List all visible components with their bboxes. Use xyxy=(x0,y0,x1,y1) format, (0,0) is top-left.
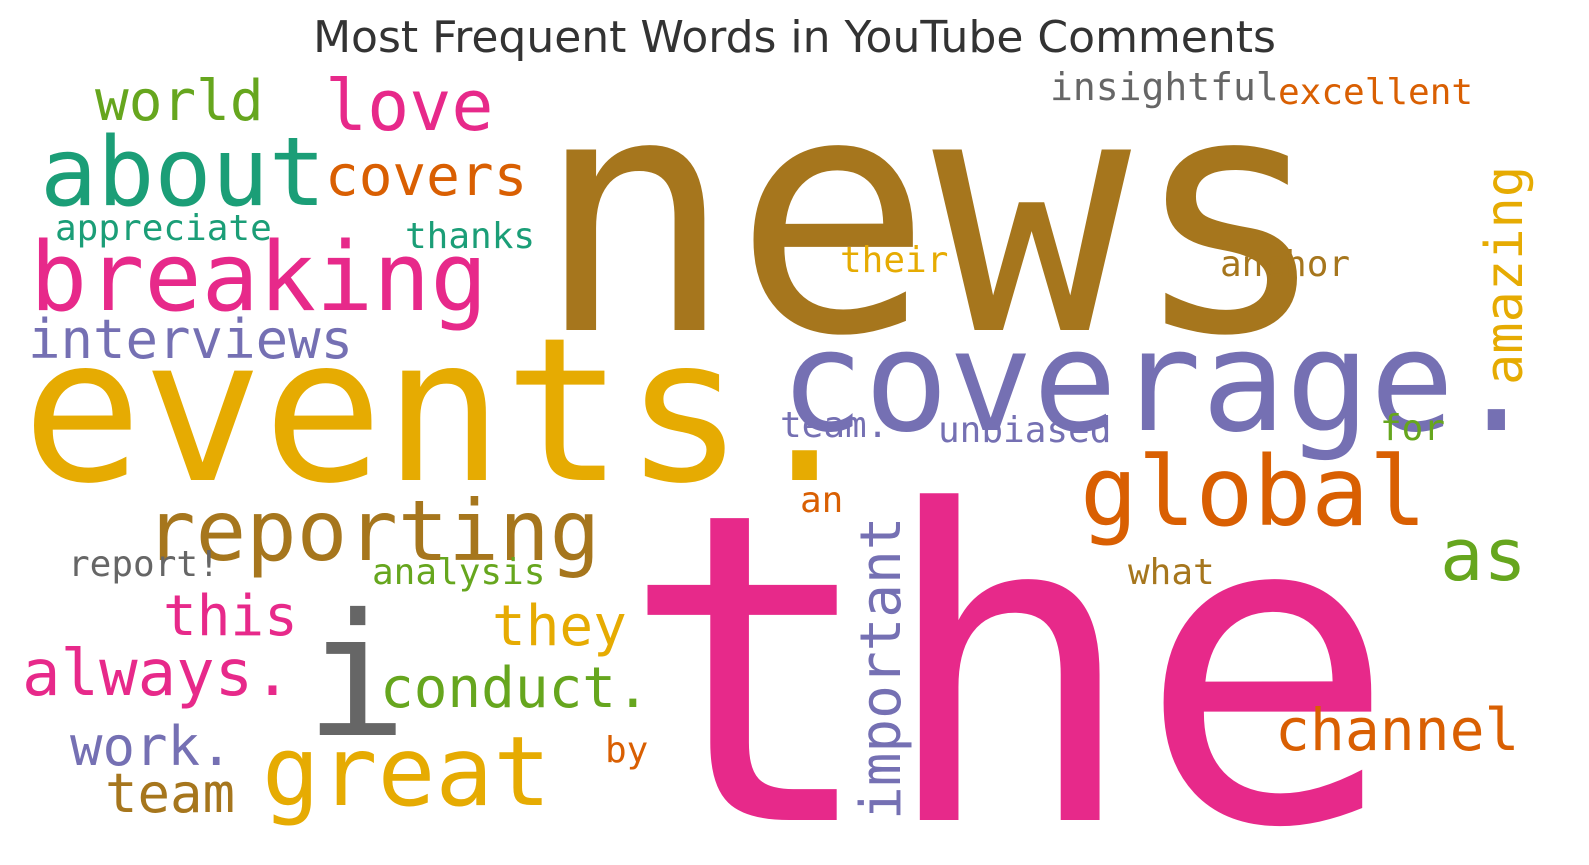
word-important: important xyxy=(849,517,914,820)
word-interviews: interviews xyxy=(28,308,353,371)
word-always: always. xyxy=(22,637,292,711)
word-insightful: insightful xyxy=(1050,65,1279,109)
word-great: great xyxy=(262,716,551,828)
word-team: team xyxy=(105,762,235,825)
word-i: i xyxy=(305,578,407,776)
word-excellent: excellent xyxy=(1278,72,1473,113)
word-news: news xyxy=(535,24,1330,408)
word-anchor: anchor xyxy=(1220,244,1350,285)
word-analysis: analysis xyxy=(372,552,545,593)
word-unbiased: unbiased xyxy=(938,410,1111,451)
word-the: the xyxy=(620,422,1397,865)
word-reporting: reporting xyxy=(145,482,600,580)
word-global: global xyxy=(1080,436,1427,548)
word-what: what xyxy=(1128,552,1215,593)
word-about: about xyxy=(40,118,326,228)
word-as: as xyxy=(1440,513,1527,597)
word-covers: covers xyxy=(325,144,527,209)
word-team: team. xyxy=(780,405,888,446)
word-coverage: coverage. xyxy=(780,301,1539,464)
word-an: an xyxy=(800,480,843,521)
word-they: they xyxy=(492,594,627,659)
word-work: work. xyxy=(70,715,233,778)
word-thanks: thanks xyxy=(405,216,535,257)
word-events: events. xyxy=(22,295,865,528)
word-by: by xyxy=(605,730,648,771)
page-title: Most Frequent Words in YouTube Comments xyxy=(313,12,1276,63)
word-report: report! xyxy=(68,544,220,585)
word-channel: channel xyxy=(1275,696,1519,764)
word-for: for xyxy=(1380,408,1445,449)
word-this: this xyxy=(163,584,298,649)
word-appreciate: appreciate xyxy=(55,208,272,249)
word-breaking: breaking xyxy=(30,223,488,333)
word-amazing: amazing xyxy=(1475,166,1535,385)
word-world: world xyxy=(95,69,264,134)
word-love: love xyxy=(325,65,494,147)
word-their: their xyxy=(840,240,948,281)
word-conduct: conduct. xyxy=(380,656,650,721)
